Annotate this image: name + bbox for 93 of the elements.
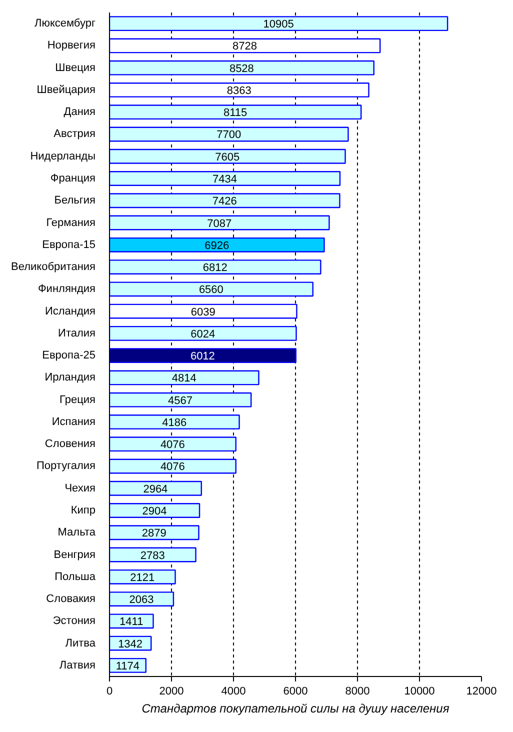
bar [110, 503, 200, 518]
data-label: 1174 [116, 660, 140, 672]
data-label: 7087 [207, 218, 232, 230]
data-label: 7434 [212, 174, 237, 186]
bar [110, 215, 330, 230]
y-tick-label: Великобритания [11, 261, 96, 274]
bar [110, 282, 314, 297]
x-tick-label: 10000 [404, 686, 435, 698]
bar [110, 392, 252, 408]
data-label: 7605 [215, 151, 240, 164]
bar [110, 82, 370, 98]
bar [110, 414, 240, 430]
data-label: 6012 [190, 350, 215, 363]
data-label: 7700 [216, 129, 242, 142]
data-label: 4186 [162, 416, 187, 429]
x-tick-label: 0 [106, 686, 113, 698]
y-tick-label: Европа-25 [42, 350, 96, 362]
bar [110, 326, 297, 341]
data-label: 8728 [232, 40, 258, 53]
y-tick-label: Бельгия [54, 194, 96, 207]
y-tick-label: Норвегия [47, 40, 96, 52]
data-label: 4076 [160, 439, 185, 452]
data-label: 8363 [226, 84, 252, 97]
bar [110, 458, 236, 474]
bar [110, 348, 296, 364]
y-tick-label: Швейцария [36, 84, 96, 96]
y-tick-label: Эстония [52, 615, 96, 628]
x-axis-title: Стандартов покупательной силы на душу населения [142, 702, 450, 716]
y-tick-label: Мальта [58, 526, 96, 539]
bar [110, 16, 448, 32]
bar [110, 193, 340, 208]
bar [110, 171, 341, 186]
y-tick-label: Польша [54, 570, 96, 583]
y-tick-label: Дания [64, 106, 96, 118]
bar [110, 237, 325, 252]
data-label: 7426 [212, 196, 237, 208]
y-tick-label: Венгрия [54, 548, 96, 561]
y-tick-label: Латвия [59, 659, 96, 672]
data-label: 1411 [120, 616, 144, 628]
y-tick-label: Исландия [44, 305, 96, 318]
y-tick-label: Испания [52, 416, 96, 428]
data-label: 6812 [202, 262, 228, 274]
data-label: 2879 [142, 528, 166, 540]
data-label: 4814 [172, 372, 196, 385]
y-tick-label: Италия [58, 327, 96, 340]
x-tick-label: 4000 [221, 686, 246, 698]
bar [110, 38, 381, 54]
data-label: 1342 [118, 638, 143, 650]
data-label: 4076 [160, 461, 185, 474]
data-label: 2904 [142, 506, 167, 518]
bar [110, 148, 346, 164]
bar [110, 60, 374, 76]
data-label: 2964 [143, 483, 168, 496]
y-tick-label: Финляндия [38, 283, 96, 296]
bar [110, 260, 322, 274]
data-label: 6024 [190, 328, 216, 340]
data-label: 6039 [190, 306, 216, 318]
y-tick-label: Кипр [70, 504, 96, 516]
bar [110, 480, 202, 496]
bar [110, 304, 298, 319]
bar [110, 370, 260, 386]
data-label: 6926 [204, 240, 230, 252]
x-tick-label: 12000 [466, 686, 497, 698]
y-tick-label: Словакия [46, 593, 96, 606]
data-label: 4567 [168, 394, 193, 407]
y-tick-label: Чехия [64, 482, 96, 494]
y-tick-label: Ирландия [44, 372, 96, 384]
y-tick-label: Греция [60, 394, 96, 406]
data-label: 2783 [140, 550, 165, 562]
bar [110, 436, 236, 452]
y-tick-label: Швеция [55, 62, 96, 74]
y-tick-label: Нидерланды [30, 150, 96, 162]
y-tick-label: Германия [46, 216, 96, 229]
bar [110, 569, 176, 584]
bar [110, 104, 362, 120]
bar [110, 126, 349, 142]
y-tick-label: Франция [50, 172, 96, 184]
bar [110, 525, 200, 540]
data-label: 10905 [263, 18, 294, 31]
data-label: 2063 [129, 594, 154, 606]
y-tick-label: Люксембург [34, 18, 96, 30]
y-tick-label: Словения [44, 438, 96, 450]
x-tick-label: 2000 [159, 686, 184, 698]
y-tick-label: Европа-15 [42, 238, 96, 251]
x-tick-label: 6000 [283, 686, 308, 698]
x-tick-label: 8000 [345, 686, 370, 698]
data-label: 6560 [198, 284, 224, 296]
data-label: 8528 [229, 62, 254, 75]
y-tick-label: Австрия [54, 128, 96, 140]
y-tick-label: Португалия [36, 460, 96, 472]
data-label: 2121 [130, 572, 155, 584]
y-tick-label: Литва [65, 637, 96, 650]
data-label: 8115 [223, 107, 248, 120]
